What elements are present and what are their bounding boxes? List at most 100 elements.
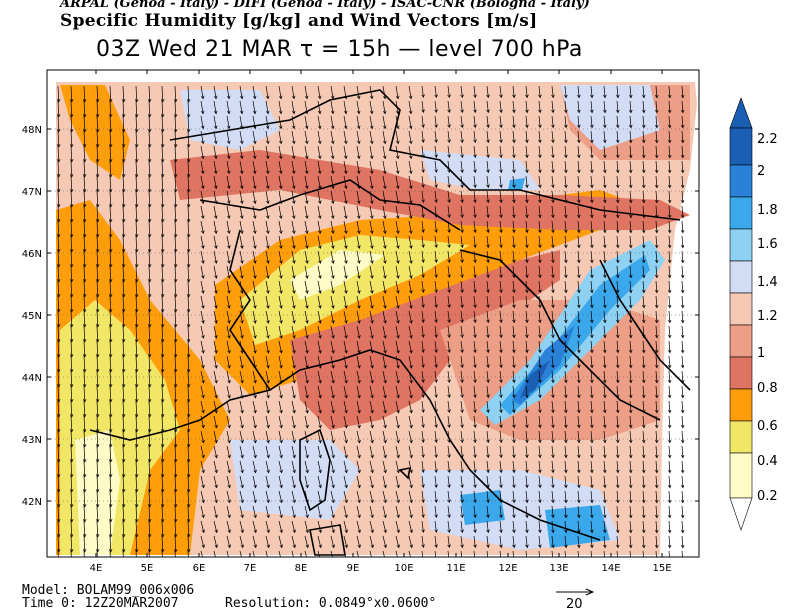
wind-vector [512,220,515,233]
wind-vector-head [201,215,205,220]
wind-vector [408,220,412,234]
wind-vector [434,535,437,548]
wind-vector [564,130,567,143]
wind-vector-head [82,458,87,463]
wind-vector-head [292,215,296,220]
wind-vector [382,535,387,548]
wind-vector [200,490,205,503]
wind-vector [239,235,243,249]
wind-vector-head [292,230,296,234]
wind-vector [239,250,243,264]
wind-vector [135,295,138,312]
wind-vector [447,355,450,368]
wind-vector [226,85,230,99]
wind-vector [590,400,593,413]
wind-vector-head [564,379,568,384]
wind-vector-head [82,443,87,448]
wind-vector-head [447,274,451,279]
wind-vector-head [473,274,477,279]
wind-vector-head [331,409,335,414]
wind-vector-head [186,98,191,103]
wind-vector [278,205,282,219]
wind-vector [486,205,489,218]
wind-vector [629,415,632,428]
wind-vector-head [160,398,165,403]
wind-vector [83,400,86,417]
wind-vector [434,235,437,248]
wind-vector-head [186,218,191,223]
wind-vector [460,505,463,518]
wind-vector [616,130,619,143]
wind-vector-head [56,293,61,298]
wind-vector [642,385,645,398]
wind-vector [681,85,684,98]
wind-vector-head [370,170,374,175]
wind-vector [590,265,593,278]
wind-vector [226,490,231,503]
wind-vector-head [173,368,178,373]
wind-vector-head [396,484,400,489]
wind-vector [213,340,217,354]
wind-vector [304,370,308,383]
wind-vector [590,445,593,458]
wind-vector-head [147,443,152,448]
wind-vector-head [227,424,231,429]
wind-vector [655,175,658,188]
wind-vector-head [629,484,633,489]
wind-vector [512,115,515,128]
wind-vector [655,205,658,218]
wind-vector [408,400,412,413]
wind-vector-head [603,319,607,324]
wind-vector-head [460,364,464,369]
wind-vector [57,415,60,432]
wind-vector [473,205,476,218]
wind-vector-head [82,248,87,253]
wind-vector [304,100,308,114]
wind-vector-head [525,259,529,264]
wind-vector [70,445,73,462]
wind-vector [83,220,86,237]
wind-vector-head [305,380,309,384]
wind-vector-head [629,259,633,264]
wind-vector [304,310,308,324]
wind-vector [538,460,541,473]
wind-vector [122,295,125,312]
wind-vector-head [499,394,503,399]
wind-vector-head [499,94,503,99]
wind-vector-head [681,349,685,354]
wind-vector [538,355,541,368]
wind-vector-head [147,368,152,373]
wind-vector [148,175,151,192]
wind-vector [642,325,645,338]
colorbar-label: 0.4 [757,454,778,469]
wind-vector-head [214,424,218,429]
wind-vector [473,310,476,323]
wind-vector-head [279,320,283,324]
wind-vector-head [434,109,438,114]
wind-vector-head [551,424,555,429]
wind-vector [395,265,399,279]
lon-label: 10E [394,563,413,574]
wind-vector-head [603,349,607,354]
wind-vector-head [69,173,74,178]
wind-vector [486,385,489,398]
wind-vector [525,325,528,338]
wind-vector-head [147,323,152,328]
wind-vector [564,490,567,503]
wind-vector [551,205,554,218]
wind-vector-head [642,154,646,159]
wind-vector [226,280,230,294]
wind-vector [239,310,243,324]
wind-vector [551,295,554,308]
wind-vector [642,190,645,203]
wind-vector-head [603,244,607,249]
wind-vector [473,415,476,428]
wind-vector-head [525,379,529,384]
wind-vector [252,490,257,503]
wind-vector-head [279,230,283,234]
wind-vector-head [421,139,425,144]
wind-vector-head [134,488,139,493]
wind-vector-head [134,233,139,238]
wind-vector-head [201,335,205,339]
wind-vector-head [292,409,296,414]
